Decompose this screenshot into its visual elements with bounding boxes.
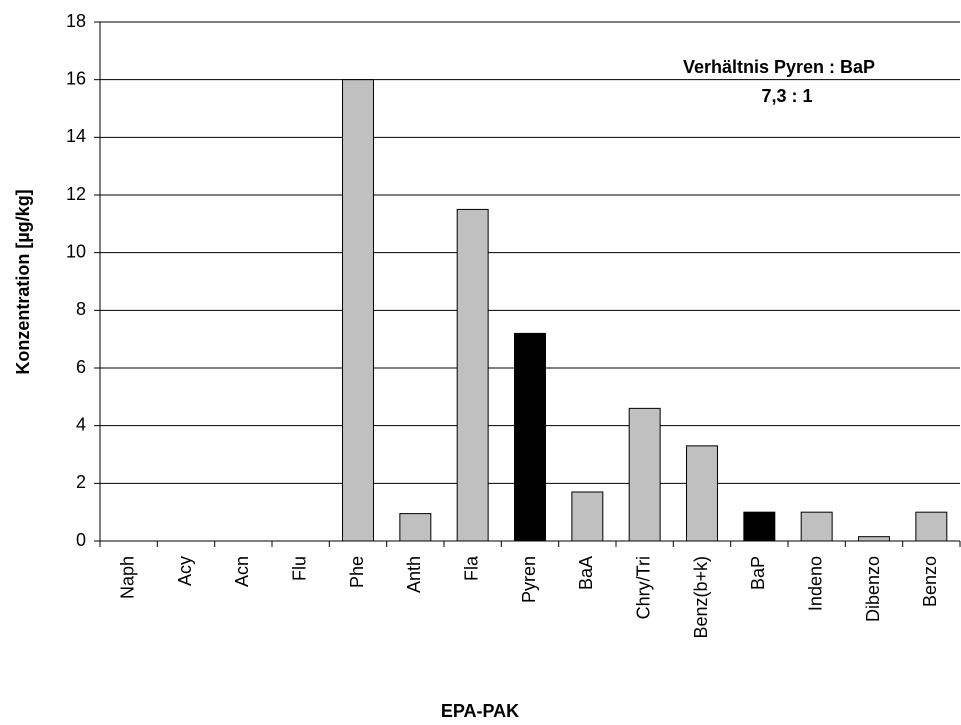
annotation: 7,3 : 1 [761,86,812,106]
bar [743,511,776,542]
x-tick-label: Chry/Tri [633,556,653,619]
x-tick-label: Benz(b+k) [691,556,711,639]
bar [456,208,489,542]
x-tick-label: Acy [175,556,195,586]
bar [571,491,604,542]
bar [399,513,432,542]
x-tick-label: Phe [347,556,367,588]
y-tick-label: 12 [66,184,86,204]
y-tick-label: 16 [66,68,86,88]
bar [915,511,948,542]
bar [342,79,374,542]
x-tick-label: Anth [404,556,424,593]
bar [686,445,718,542]
x-tick-label: Dibenzo [863,556,883,622]
x-tick-label: BaA [576,556,596,590]
y-tick-label: 0 [76,530,86,550]
x-tick-label: Flu [289,556,309,581]
y-tick-label: 10 [66,241,86,261]
x-tick-label: Benzo [920,556,940,607]
x-tick-label: Naph [117,556,137,599]
x-tick-label: Pyren [519,556,539,603]
x-tick-label: BaP [748,556,768,590]
bar [858,536,890,542]
bar [514,332,546,542]
y-tick-label: 6 [76,357,86,377]
y-axis-title: Konzentration [µg/kg] [13,189,33,374]
y-tick-label: 14 [66,126,86,146]
x-tick-label: Fla [461,555,481,581]
y-tick-label: 18 [66,11,86,31]
x-tick-label: Acn [232,556,252,587]
bar [628,407,661,542]
annotation: Verhältnis Pyren : BaP [683,57,875,77]
y-tick-label: 2 [76,472,86,492]
x-tick-label: Indeno [805,556,825,611]
x-axis-title: EPA-PAK [441,701,519,721]
y-tick-label: 4 [76,414,86,434]
y-tick-label: 8 [76,299,86,319]
bar [800,511,833,542]
